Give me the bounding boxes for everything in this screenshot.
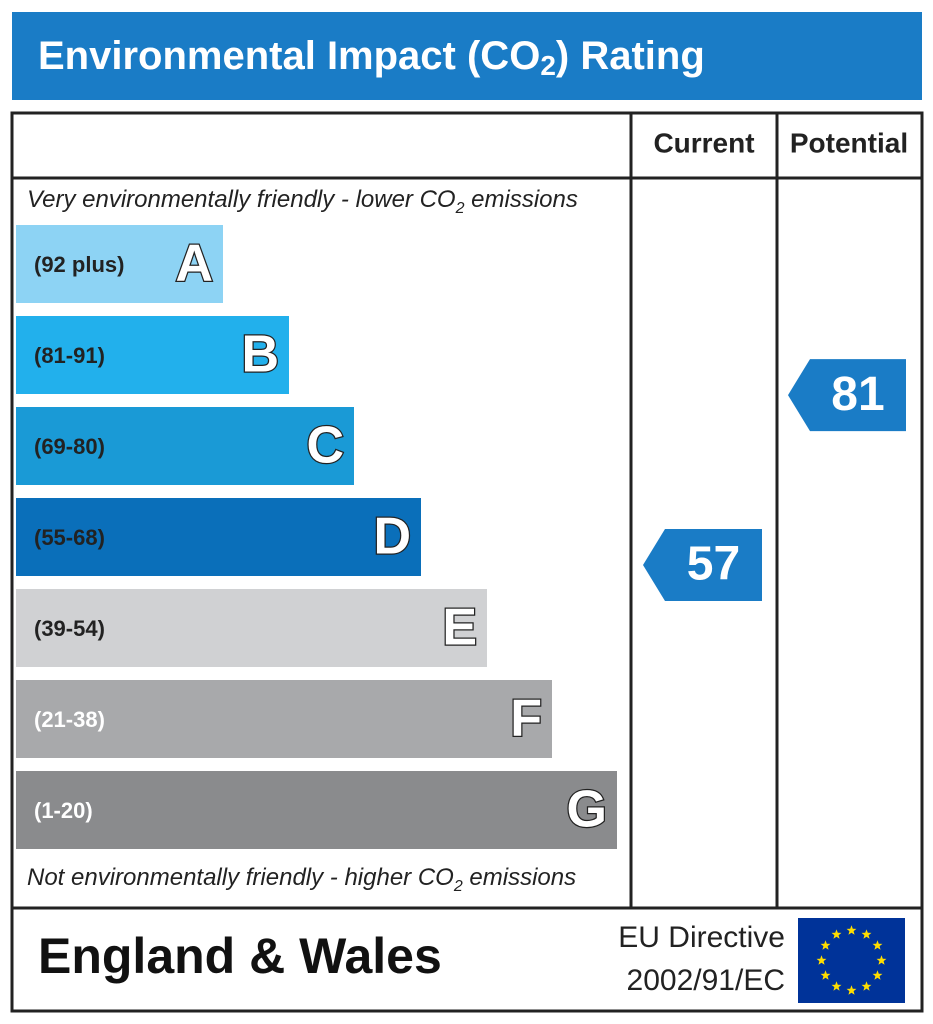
column-header: Potential (790, 127, 908, 158)
eu-star (820, 940, 831, 950)
band-bar (16, 498, 421, 576)
note-part: emissions (463, 864, 576, 891)
rating-value: 81 (831, 368, 884, 421)
note-sub: 2 (453, 878, 463, 895)
eu-star (861, 929, 872, 939)
directive: 2002/91/EC (627, 964, 785, 997)
eu-star (816, 955, 827, 965)
band-letter: F (510, 690, 542, 748)
eu-star (831, 981, 842, 991)
band-letter: A (175, 235, 213, 293)
band-letter: B (241, 326, 279, 384)
note-part: Not environmentally friendly - higher CO (27, 864, 454, 891)
rating-arrow (788, 359, 906, 432)
top-note: Very environmentally friendly - lower CO… (27, 186, 578, 217)
band-letter: D (373, 508, 411, 566)
band-letter: G (567, 781, 607, 839)
band-range: (21-38) (34, 707, 105, 732)
band-bar (16, 407, 354, 485)
eu-star (861, 981, 872, 991)
eu-star (831, 929, 842, 939)
column-header: Current (653, 127, 754, 158)
band-range: (92 plus) (34, 252, 124, 277)
title-part: ) Rating (556, 34, 705, 78)
rating-arrow (643, 529, 762, 601)
band-bar (16, 589, 487, 667)
band-bar (16, 316, 289, 394)
band-range: (55-68) (34, 525, 105, 550)
band-bar (16, 225, 223, 303)
region: England & Wales (38, 928, 442, 984)
bottom-note: Not environmentally friendly - higher CO… (27, 864, 576, 895)
eu-star (876, 955, 887, 965)
eu-star (846, 985, 857, 995)
band-bar (16, 680, 552, 758)
band-range: (39-54) (34, 616, 105, 641)
title-bar (12, 12, 922, 100)
note-part: Very environmentally friendly - lower CO (27, 186, 456, 213)
frame (10, 111, 924, 1013)
band-range: (81-91) (34, 343, 105, 368)
eu-star (846, 925, 857, 935)
band-bar (16, 771, 617, 849)
directive: EU Directive (618, 921, 785, 954)
note-part: emissions (465, 186, 578, 213)
title-part: Environmental Impact (CO (38, 34, 540, 78)
title: Environmental Impact (CO2) Rating (38, 34, 705, 82)
eu-star (872, 970, 883, 980)
title-sub: 2 (540, 50, 556, 81)
band-letter: C (306, 417, 344, 475)
band-range: (1-20) (34, 798, 93, 823)
eu-star (820, 970, 831, 980)
band-range: (69-80) (34, 434, 105, 459)
rating-value: 57 (687, 538, 740, 591)
note-sub: 2 (455, 200, 465, 217)
eu-stars (816, 925, 887, 995)
eu-star (872, 940, 883, 950)
band-letter: E (442, 599, 477, 657)
